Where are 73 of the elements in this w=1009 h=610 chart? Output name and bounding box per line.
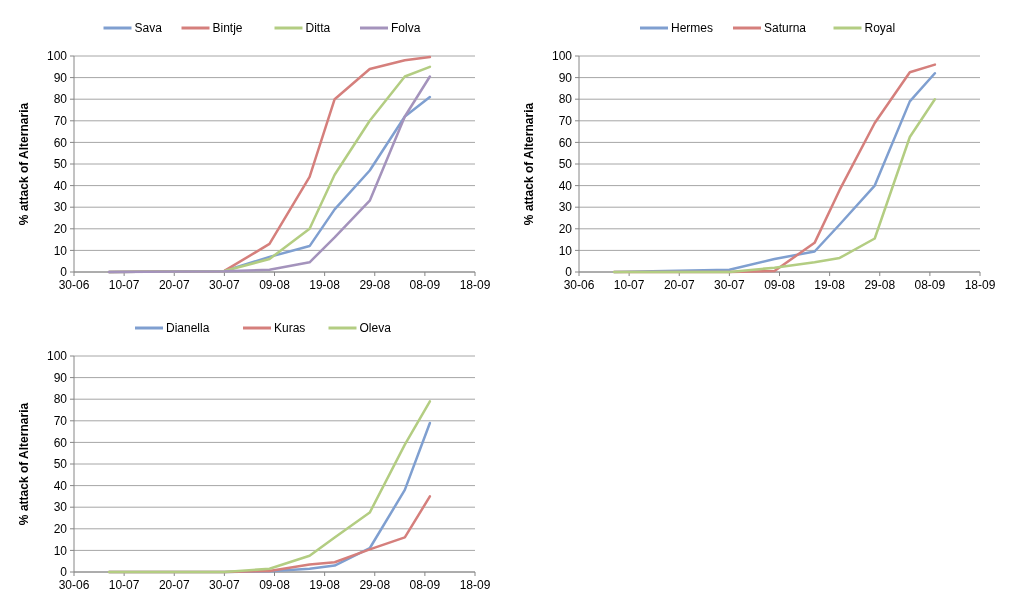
y-tick-label: 90 <box>558 70 573 85</box>
legend-label: Royal <box>864 21 896 36</box>
x-tick-label: 20-07 <box>663 278 695 292</box>
y-tick-label: 50 <box>53 457 68 472</box>
x-tick-label: 19-08 <box>309 578 341 592</box>
y-tick-label: 10 <box>53 543 68 558</box>
y-tick-label: 90 <box>53 70 68 85</box>
y-tick-label: 50 <box>558 157 573 172</box>
y-tick-label: 40 <box>53 178 68 193</box>
y-tick-label: 60 <box>53 435 68 450</box>
y-tick-label: 80 <box>558 92 573 107</box>
x-tick-label: 30-07 <box>209 578 241 592</box>
y-tick-label: 50 <box>53 157 68 172</box>
legend-label: Dianella <box>166 321 210 336</box>
y-tick-label: 90 <box>53 370 68 385</box>
y-tick-label: 20 <box>53 222 68 236</box>
y-tick-label: 30 <box>53 200 68 215</box>
x-tick-label: 29-08 <box>864 278 896 292</box>
legend-label: Bintje <box>212 21 243 36</box>
y-tick-label: 80 <box>53 92 68 107</box>
legend-label: Kuras <box>274 321 306 336</box>
x-tick-label: 09-08 <box>259 578 291 592</box>
y-tick-label: 80 <box>53 392 68 407</box>
y-tick-label: 70 <box>53 114 68 128</box>
x-tick-label: 08-09 <box>914 278 946 292</box>
y-tick-label: 100 <box>46 49 68 64</box>
legend-label: Hermes <box>671 21 714 36</box>
y-tick-label: 40 <box>53 478 68 493</box>
x-tick-label: 18-09 <box>964 278 996 292</box>
y-tick-label: 0 <box>60 265 68 280</box>
y-tick-label: 0 <box>565 265 573 280</box>
y-axis-title: % attack of Alternaria <box>17 402 31 526</box>
x-tick-label: 08-09 <box>409 278 441 292</box>
x-tick-label: 30-06 <box>58 578 90 592</box>
y-tick-label: 30 <box>558 200 573 215</box>
x-tick-label: 19-08 <box>309 278 341 292</box>
x-tick-label: 30-06 <box>563 278 595 292</box>
y-tick-label: 0 <box>60 565 68 580</box>
legend-label: Folva <box>391 21 421 36</box>
y-tick-label: 10 <box>558 243 573 258</box>
x-tick-label: 29-08 <box>359 578 391 592</box>
legend-label: Sava <box>134 21 163 36</box>
y-tick-label: 30 <box>53 500 68 515</box>
x-tick-label: 18-09 <box>459 278 491 292</box>
x-tick-label: 10-07 <box>613 278 645 292</box>
y-tick-label: 100 <box>46 349 68 364</box>
x-tick-label: 20-07 <box>158 578 190 592</box>
x-tick-label: 19-08 <box>814 278 846 292</box>
y-axis-title: % attack of Alternaria <box>522 102 536 226</box>
x-tick-label: 30-06 <box>58 278 90 292</box>
x-tick-label: 29-08 <box>359 278 391 292</box>
x-tick-label: 10-07 <box>108 278 140 292</box>
x-tick-label: 08-09 <box>409 578 441 592</box>
x-tick-label: 09-08 <box>259 278 291 292</box>
y-tick-label: 60 <box>558 135 573 150</box>
legend-label: Saturna <box>764 21 807 36</box>
y-tick-label: 20 <box>558 222 573 236</box>
y-axis-title: % attack of Alternaria <box>17 102 31 226</box>
y-tick-label: 10 <box>53 243 68 258</box>
x-tick-label: 09-08 <box>764 278 796 292</box>
x-tick-label: 10-07 <box>108 578 140 592</box>
x-tick-label: 30-07 <box>209 278 241 292</box>
y-tick-label: 70 <box>53 414 68 428</box>
y-tick-label: 100 <box>551 49 573 64</box>
y-tick-label: 40 <box>558 178 573 193</box>
x-tick-label: 30-07 <box>714 278 746 292</box>
legend-label: Ditta <box>305 21 331 36</box>
x-tick-label: 18-09 <box>459 578 491 592</box>
x-tick-label: 20-07 <box>158 278 190 292</box>
y-tick-label: 70 <box>558 114 573 128</box>
y-tick-label: 60 <box>53 135 68 150</box>
y-tick-label: 20 <box>53 522 68 536</box>
legend-label: Oleva <box>359 321 392 336</box>
